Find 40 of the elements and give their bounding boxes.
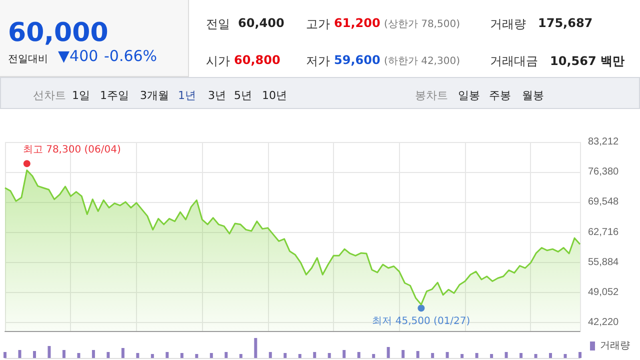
text: 시가	[206, 53, 230, 70]
text: 3년	[208, 88, 226, 103]
y-tick-label: 76,380	[588, 166, 620, 178]
text: 1일	[72, 88, 90, 103]
text: -0.66%	[104, 47, 158, 65]
text: 1주일	[100, 88, 129, 103]
text: ▼400	[58, 47, 98, 65]
text: 60,400	[238, 16, 284, 30]
text: 3개월	[140, 88, 169, 103]
text: 전일대비	[8, 53, 48, 66]
text: 60,000	[8, 18, 108, 48]
data-label: 최고 78,300 (06/04)	[22, 144, 121, 156]
text: 고가	[306, 16, 330, 33]
text: 175,687	[538, 16, 593, 30]
text: 주봉	[489, 88, 511, 103]
text: 1년	[178, 88, 196, 103]
text: 10년	[262, 88, 287, 103]
text: 60,800	[234, 53, 280, 67]
text: (하한가 42,300)	[384, 55, 460, 68]
text: 일봉	[458, 88, 480, 103]
y-tick-label: 62,716	[588, 226, 620, 238]
text: (상한가 78,500)	[384, 18, 460, 31]
y-tick-label: 55,884	[588, 256, 620, 268]
text: 5년	[234, 88, 252, 103]
y-tick-label: 69,548	[588, 196, 620, 208]
legend-label: 거래량	[600, 340, 630, 352]
data-label: 최저 45,500 (01/27)	[372, 316, 470, 328]
text: 봉차트	[415, 88, 448, 103]
text: 10,567 백만	[550, 53, 624, 70]
text: 월봉	[522, 88, 544, 103]
y-tick-label: 49,052	[588, 286, 620, 298]
text: 59,600	[334, 53, 380, 67]
text: 선차트	[33, 88, 66, 103]
y-tick-label: 42,220	[588, 317, 620, 328]
text: 저가	[306, 53, 330, 70]
text: 거래대금	[490, 53, 538, 70]
text: 전일	[206, 16, 230, 33]
text: 61,200	[334, 16, 380, 30]
y-tick-label: 83,212	[588, 136, 620, 148]
text: 거래량	[490, 16, 526, 33]
